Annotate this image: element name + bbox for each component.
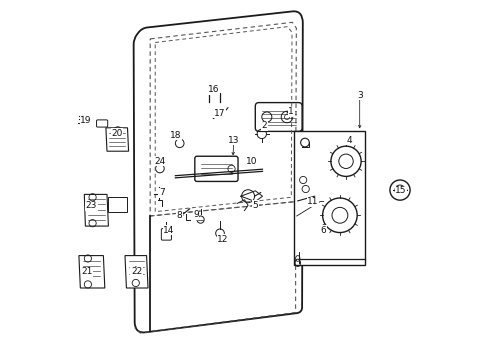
Polygon shape bbox=[108, 197, 127, 212]
Text: 3: 3 bbox=[356, 91, 362, 100]
Text: 10: 10 bbox=[245, 158, 257, 166]
Text: 24: 24 bbox=[154, 157, 165, 166]
Text: 15: 15 bbox=[394, 186, 406, 195]
Text: 9: 9 bbox=[193, 210, 198, 219]
Polygon shape bbox=[106, 128, 128, 151]
FancyBboxPatch shape bbox=[161, 229, 171, 240]
Text: 13: 13 bbox=[227, 136, 239, 145]
Text: 21: 21 bbox=[81, 267, 92, 276]
Text: 17: 17 bbox=[213, 109, 224, 118]
Text: 11: 11 bbox=[306, 197, 318, 206]
Text: 12: 12 bbox=[217, 235, 228, 244]
Text: 5: 5 bbox=[252, 201, 258, 210]
Text: 23: 23 bbox=[85, 201, 97, 210]
Text: 14: 14 bbox=[163, 226, 174, 235]
Text: 22: 22 bbox=[131, 267, 142, 276]
Polygon shape bbox=[125, 256, 148, 288]
FancyBboxPatch shape bbox=[96, 120, 107, 127]
FancyBboxPatch shape bbox=[255, 103, 302, 131]
Polygon shape bbox=[84, 194, 108, 226]
Text: 16: 16 bbox=[208, 85, 219, 94]
Text: 1: 1 bbox=[288, 107, 294, 116]
Text: 18: 18 bbox=[170, 130, 182, 139]
Text: 20: 20 bbox=[111, 129, 122, 138]
Text: 8: 8 bbox=[177, 211, 182, 220]
Text: 6: 6 bbox=[320, 226, 326, 235]
Text: 4: 4 bbox=[346, 136, 351, 145]
Text: 19: 19 bbox=[80, 116, 92, 125]
FancyBboxPatch shape bbox=[194, 156, 238, 181]
Bar bbox=[294, 131, 365, 265]
Polygon shape bbox=[79, 256, 104, 288]
Text: 2: 2 bbox=[261, 122, 266, 130]
Text: 7: 7 bbox=[159, 188, 164, 197]
